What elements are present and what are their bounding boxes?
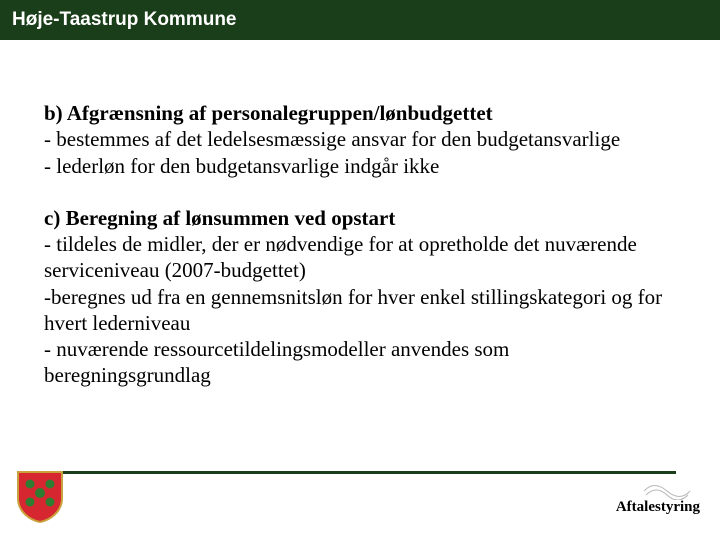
section-c-title: c) Beregning af lønsummen ved opstart [44, 205, 676, 231]
footer-rule [44, 471, 676, 474]
section-b-line-2: - lederløn for den budgetansvarlige indg… [44, 153, 676, 179]
section-b-title: b) Afgrænsning af personalegruppen/lønbu… [44, 100, 676, 126]
header-bar: Høje-Taastrup Kommune [0, 0, 720, 40]
footer-flourish-icon [642, 482, 692, 500]
slide: Høje-Taastrup Kommune b) Afgrænsning af … [0, 0, 720, 540]
section-b: b) Afgrænsning af personalegruppen/lønbu… [44, 100, 676, 179]
footer-label: Aftalestyring [616, 499, 700, 516]
section-c-line-1: - tildeles de midler, der er nødvendige … [44, 231, 676, 284]
content-area: b) Afgrænsning af personalegruppen/lønbu… [44, 100, 676, 389]
section-c: c) Beregning af lønsummen ved opstart - … [44, 205, 676, 389]
section-c-line-3: - nuværende ressourcetildelingsmodeller … [44, 336, 676, 389]
section-b-line-1: - bestemmes af det ledelsesmæssige ansva… [44, 126, 676, 152]
crest-icon [16, 468, 64, 524]
section-c-line-2: -beregnes ud fra en gennemsnitsløn for h… [44, 284, 676, 337]
header-title: Høje-Taastrup Kommune [12, 9, 237, 31]
section-gap [44, 179, 676, 205]
